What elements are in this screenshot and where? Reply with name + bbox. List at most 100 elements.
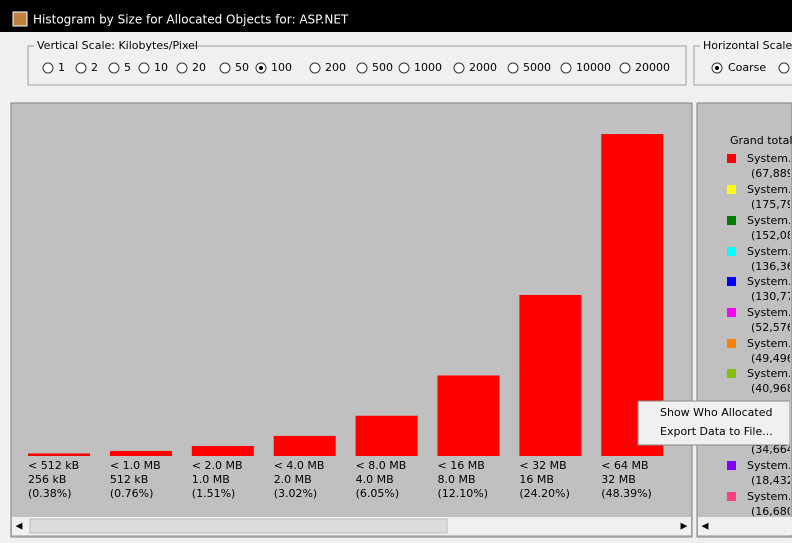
bar-range: < 64 MB [601,459,648,472]
bar-size: 16 MB [519,473,554,486]
vertical-scale-label: Vertical Scale: Kilobytes/Pixel [37,39,198,52]
legend-name[interactable]: System.F [747,337,792,350]
radio-label[interactable]: 20000 [635,61,670,74]
legend-swatch[interactable] [727,308,736,317]
radio[interactable] [42,62,54,74]
bar-range: < 2.0 MB [192,459,243,472]
bar[interactable] [191,445,254,456]
bar-percent: (0.76%) [110,487,154,500]
legend-count: (16,680 [751,505,792,518]
legend-name[interactable]: System.F [747,490,792,503]
legend-count: (175,79 [751,198,792,211]
legend-name[interactable]: System.I [747,306,792,319]
radio[interactable] [75,62,87,74]
legend-swatch[interactable] [727,277,736,286]
legend-name[interactable]: System.B [747,214,792,227]
bar-size: 8.0 MB [438,473,476,486]
bar[interactable] [355,415,418,456]
radio-label[interactable]: 10000 [576,61,611,74]
bar[interactable] [109,450,172,456]
radio-dot [259,66,263,70]
legend-name[interactable]: System.C [747,367,792,380]
context-menu [637,400,790,446]
content: 1 2 5 10 20 50 100 200 500 1000 2000 5000 10000 20000… [28,61,792,518]
bar-range: < 1.0 MB [110,459,161,472]
legend-swatch[interactable] [727,492,736,501]
radio[interactable] [138,62,150,74]
legend-swatch[interactable] [727,369,736,378]
bar-percent: (24.20%) [519,487,570,500]
bar-size: 32 MB [601,473,636,486]
group-label-bg [700,40,792,52]
bar-percent: (48.39%) [601,487,652,500]
legend-name[interactable]: System.C [747,245,792,258]
legend-count: (34,664 [751,443,792,456]
radio-label[interactable]: 20 [192,61,206,74]
radio-label[interactable]: 5 [124,61,131,74]
bar-range: < 512 kB [28,459,79,472]
radio-label[interactable]: 100 [271,61,292,74]
radio[interactable] [619,62,631,74]
radio-label[interactable]: 1 [58,61,65,74]
menu-item[interactable]: Export Data to File... [660,425,773,438]
radio-label[interactable]: 200 [325,61,346,74]
radio-label[interactable]: 50 [235,61,249,74]
radio[interactable] [453,62,465,74]
radio-label[interactable]: 2000 [469,61,497,74]
legend-name[interactable]: System.S [747,152,792,165]
legend-name[interactable]: System.S [747,459,792,472]
horizontal-scale-label: Horizontal Scale [703,39,792,52]
bar-range: < 8.0 MB [356,459,407,472]
vertical-scale-group [27,45,687,86]
bar-range: < 4.0 MB [274,459,325,472]
legend-count: (136,36 [751,260,792,273]
bar[interactable] [28,453,90,456]
bar[interactable] [437,375,500,456]
legend-swatch[interactable] [727,247,736,256]
legend-count: (18,432 [751,474,792,487]
radio[interactable] [176,62,188,74]
bar-percent: (6.05%) [356,487,400,500]
legend-swatch[interactable] [727,185,736,194]
scrollbar[interactable] [698,517,792,535]
bar-percent: (3.02%) [274,487,318,500]
bar-percent: (12.10%) [438,487,489,500]
radio[interactable] [560,62,572,74]
legend-count: (67,889, [751,167,792,180]
bar[interactable] [273,435,336,456]
radio-label[interactable]: Coarse [728,61,766,74]
legend-count: (130,77 [751,290,792,303]
radio[interactable] [356,62,368,74]
radio-label[interactable]: 1000 [414,61,442,74]
bar-size: 4.0 MB [356,473,394,486]
radio-label[interactable]: 5000 [523,61,551,74]
bar-range: < 16 MB [438,459,485,472]
radio[interactable] [309,62,321,74]
legend-count: (49,496 [751,352,792,365]
legend-name[interactable]: System.C [747,183,792,196]
legend-swatch[interactable] [727,339,736,348]
radio-label[interactable]: 2 [91,61,98,74]
radio[interactable] [778,62,790,74]
scroll-right[interactable]: ▶ [681,522,688,532]
bar-size: 512 kB [110,473,148,486]
radio[interactable] [219,62,231,74]
scroll-left[interactable]: ◀ [16,522,23,532]
bar-range: < 32 MB [519,459,566,472]
radio-label[interactable]: 500 [372,61,393,74]
scroll-thumb[interactable] [29,518,448,534]
bar[interactable] [519,294,582,456]
radio[interactable] [507,62,519,74]
legend-count: (52,576 [751,321,792,334]
legend-title: Grand total: [730,134,792,147]
radio[interactable] [398,62,410,74]
legend-name[interactable]: System.C [747,275,792,288]
legend-swatch[interactable] [727,461,736,470]
radio-label[interactable]: 10 [154,61,168,74]
radio[interactable] [108,62,120,74]
legend-swatch[interactable] [727,154,736,163]
menu-item[interactable]: Show Who Allocated [660,406,772,419]
scroll-left[interactable]: ◀ [702,522,709,532]
legend-swatch[interactable] [727,216,736,225]
title-bar [0,0,792,32]
